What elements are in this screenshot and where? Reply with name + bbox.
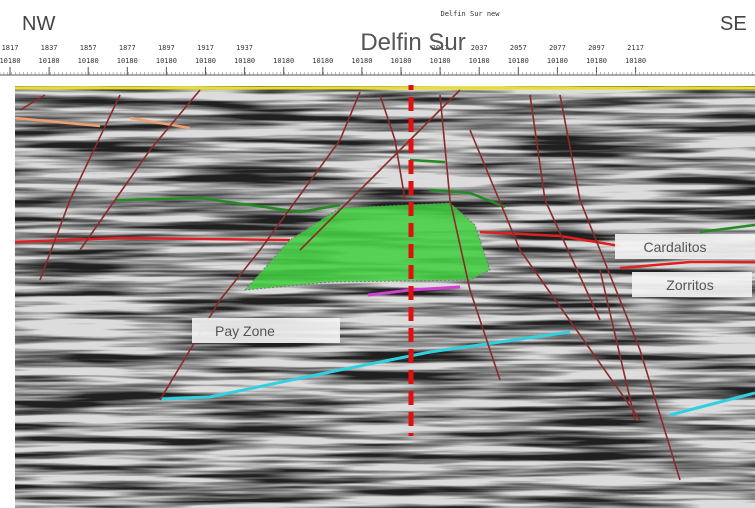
ruler: 1817 10180 1837 10180 1857 10180 1877 10180 1897… — [0, 44, 754, 75]
line-name: Delfin Sur new — [440, 10, 500, 18]
trace-label: 1917 — [197, 44, 214, 52]
trace-label: 2037 — [471, 44, 488, 52]
cdp-label: 10180 — [508, 57, 529, 65]
trace-label: 1937 — [236, 44, 253, 52]
header-band — [0, 0, 755, 85]
zorritos-label: Zorritos — [666, 277, 713, 293]
trace-label: 2097 — [588, 44, 605, 52]
nw-label: NW — [22, 13, 55, 35]
cdp-label: 10180 — [195, 57, 216, 65]
cdp-label: 10180 — [430, 57, 451, 65]
cdp-label: 10180 — [469, 57, 490, 65]
cdp-label: 10180 — [117, 57, 138, 65]
cdp-label: 10180 — [78, 57, 99, 65]
trace-label: 1837 — [41, 44, 58, 52]
cdp-label: 10180 — [312, 57, 333, 65]
label-box — [615, 234, 755, 259]
pay-zone-label: Pay Zone — [215, 323, 275, 339]
cdp-label: 10180 — [547, 57, 568, 65]
trace-label: 2117 — [627, 44, 644, 52]
trace-label: 1877 — [119, 44, 136, 52]
trace-label: 1817 — [2, 44, 19, 52]
trace-label: 1897 — [158, 44, 175, 52]
trace-label: 2077 — [549, 44, 566, 52]
label-box — [192, 318, 340, 343]
trace-label: 1857 — [80, 44, 97, 52]
pay-zone-area — [243, 202, 491, 291]
cdp-label: 10180 — [586, 57, 607, 65]
cdp-label: 10180 — [351, 57, 372, 65]
faults — [19, 89, 681, 481]
label-box — [632, 272, 752, 297]
trace-label: 2057 — [510, 44, 527, 52]
se-label: SE — [720, 13, 747, 35]
cdp-label: 10180 — [0, 57, 21, 65]
cdp-label: 10180 — [156, 57, 177, 65]
cdp-label: 10180 — [625, 57, 646, 65]
well-title: Delfin Sur — [360, 29, 465, 56]
cdp-label: 10180 — [273, 57, 294, 65]
cdp-label: 10180 — [234, 57, 255, 65]
cdp-label: 10180 — [390, 57, 411, 65]
trace-label: 2017 — [432, 44, 449, 52]
cdp-label: 10180 — [39, 57, 60, 65]
seismic-texture — [15, 86, 755, 508]
cardalitos-label: Cardalitos — [643, 239, 706, 255]
